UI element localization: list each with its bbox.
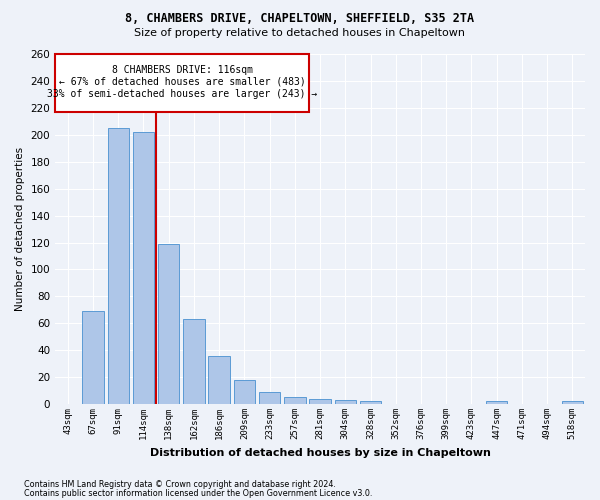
Bar (183, 320, 205, 404)
Bar (486, 402, 508, 404)
FancyBboxPatch shape (55, 54, 310, 112)
Bar (335, 400, 356, 404)
Bar (107, 128, 129, 404)
Bar (82, 311, 104, 404)
Bar (259, 392, 280, 404)
Bar (208, 356, 230, 404)
Bar (562, 402, 583, 404)
Text: ← 67% of detached houses are smaller (483): ← 67% of detached houses are smaller (48… (59, 77, 306, 87)
Bar (360, 402, 381, 404)
Bar (310, 399, 331, 404)
Bar (284, 398, 305, 404)
Bar (133, 132, 154, 404)
Text: Contains HM Land Registry data © Crown copyright and database right 2024.: Contains HM Land Registry data © Crown c… (24, 480, 336, 489)
Text: Contains public sector information licensed under the Open Government Licence v3: Contains public sector information licen… (24, 489, 373, 498)
Text: 8 CHAMBERS DRIVE: 116sqm: 8 CHAMBERS DRIVE: 116sqm (112, 64, 253, 74)
Y-axis label: Number of detached properties: Number of detached properties (15, 147, 25, 311)
Bar (158, 244, 179, 404)
Bar (233, 380, 255, 404)
Text: 8, CHAMBERS DRIVE, CHAPELTOWN, SHEFFIELD, S35 2TA: 8, CHAMBERS DRIVE, CHAPELTOWN, SHEFFIELD… (125, 12, 475, 26)
Text: 33% of semi-detached houses are larger (243) →: 33% of semi-detached houses are larger (… (47, 89, 317, 99)
Text: Size of property relative to detached houses in Chapeltown: Size of property relative to detached ho… (134, 28, 466, 38)
X-axis label: Distribution of detached houses by size in Chapeltown: Distribution of detached houses by size … (149, 448, 491, 458)
